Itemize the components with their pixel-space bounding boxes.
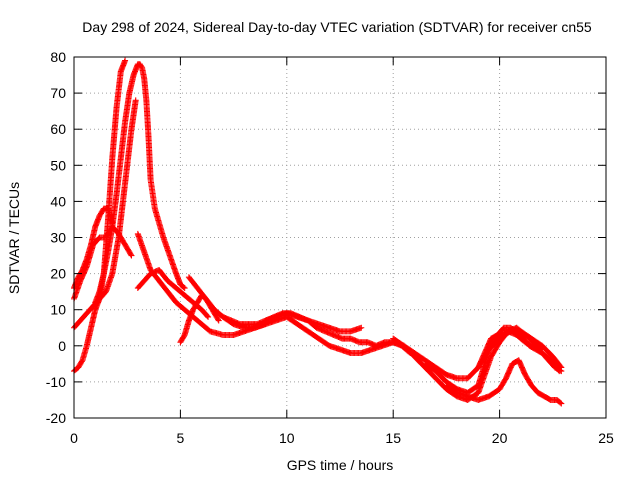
y-tick-label: 80 xyxy=(50,49,66,65)
y-tick-label: -10 xyxy=(46,374,66,390)
data-point xyxy=(358,324,365,331)
y-tick-label: 10 xyxy=(50,302,66,318)
y-tick-label: 40 xyxy=(50,193,66,209)
x-tick-label: 20 xyxy=(492,430,508,446)
y-tick-label: 30 xyxy=(50,230,66,246)
x-tick-label: 0 xyxy=(70,430,78,446)
data-point xyxy=(557,399,564,406)
data-point xyxy=(127,251,134,258)
y-axis-label: SDTVAR / TECUs xyxy=(6,182,22,294)
x-tick-label: 15 xyxy=(385,430,401,446)
data-point xyxy=(215,317,222,324)
data-point xyxy=(214,316,221,323)
series-track-2 xyxy=(71,97,139,331)
chart-title: Day 298 of 2024, Sidereal Day-to-day VTE… xyxy=(82,19,592,35)
series-track-15 xyxy=(475,324,565,375)
data-point xyxy=(181,285,188,292)
axis-ticks: 0 5 10 15 20 25 -20 -10 0 10 20 30 40 50 60 70 80 xyxy=(46,49,614,446)
data-point xyxy=(558,400,565,407)
data-point xyxy=(205,313,212,320)
data-point xyxy=(180,284,187,291)
series-track-5 xyxy=(92,61,188,306)
x-tick-label: 25 xyxy=(598,430,614,446)
data-point xyxy=(138,63,145,70)
x-axis-label: GPS time / hours xyxy=(287,457,394,473)
y-tick-label: 20 xyxy=(50,266,66,282)
y-tick-label: -20 xyxy=(46,410,66,426)
x-tick-label: 5 xyxy=(177,430,185,446)
data-point xyxy=(132,97,139,104)
data-point xyxy=(204,312,211,319)
data-point xyxy=(122,57,129,64)
y-tick-label: 70 xyxy=(50,85,66,101)
data-point xyxy=(558,368,565,375)
data-point xyxy=(557,367,564,374)
x-tick-label: 10 xyxy=(279,430,295,446)
series-track-11 xyxy=(262,310,365,335)
y-tick-label: 60 xyxy=(50,121,66,137)
y-tick-label: 0 xyxy=(58,338,66,354)
y-tick-label: 50 xyxy=(50,157,66,173)
data-point xyxy=(128,252,135,259)
series-track-14 xyxy=(443,357,565,407)
series-track-6 xyxy=(134,266,212,320)
data-series xyxy=(71,57,565,407)
